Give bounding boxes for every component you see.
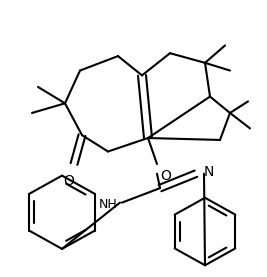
Text: O: O bbox=[160, 169, 171, 183]
Text: NH: NH bbox=[98, 198, 117, 211]
Text: O: O bbox=[64, 174, 74, 188]
Text: N: N bbox=[204, 165, 214, 179]
